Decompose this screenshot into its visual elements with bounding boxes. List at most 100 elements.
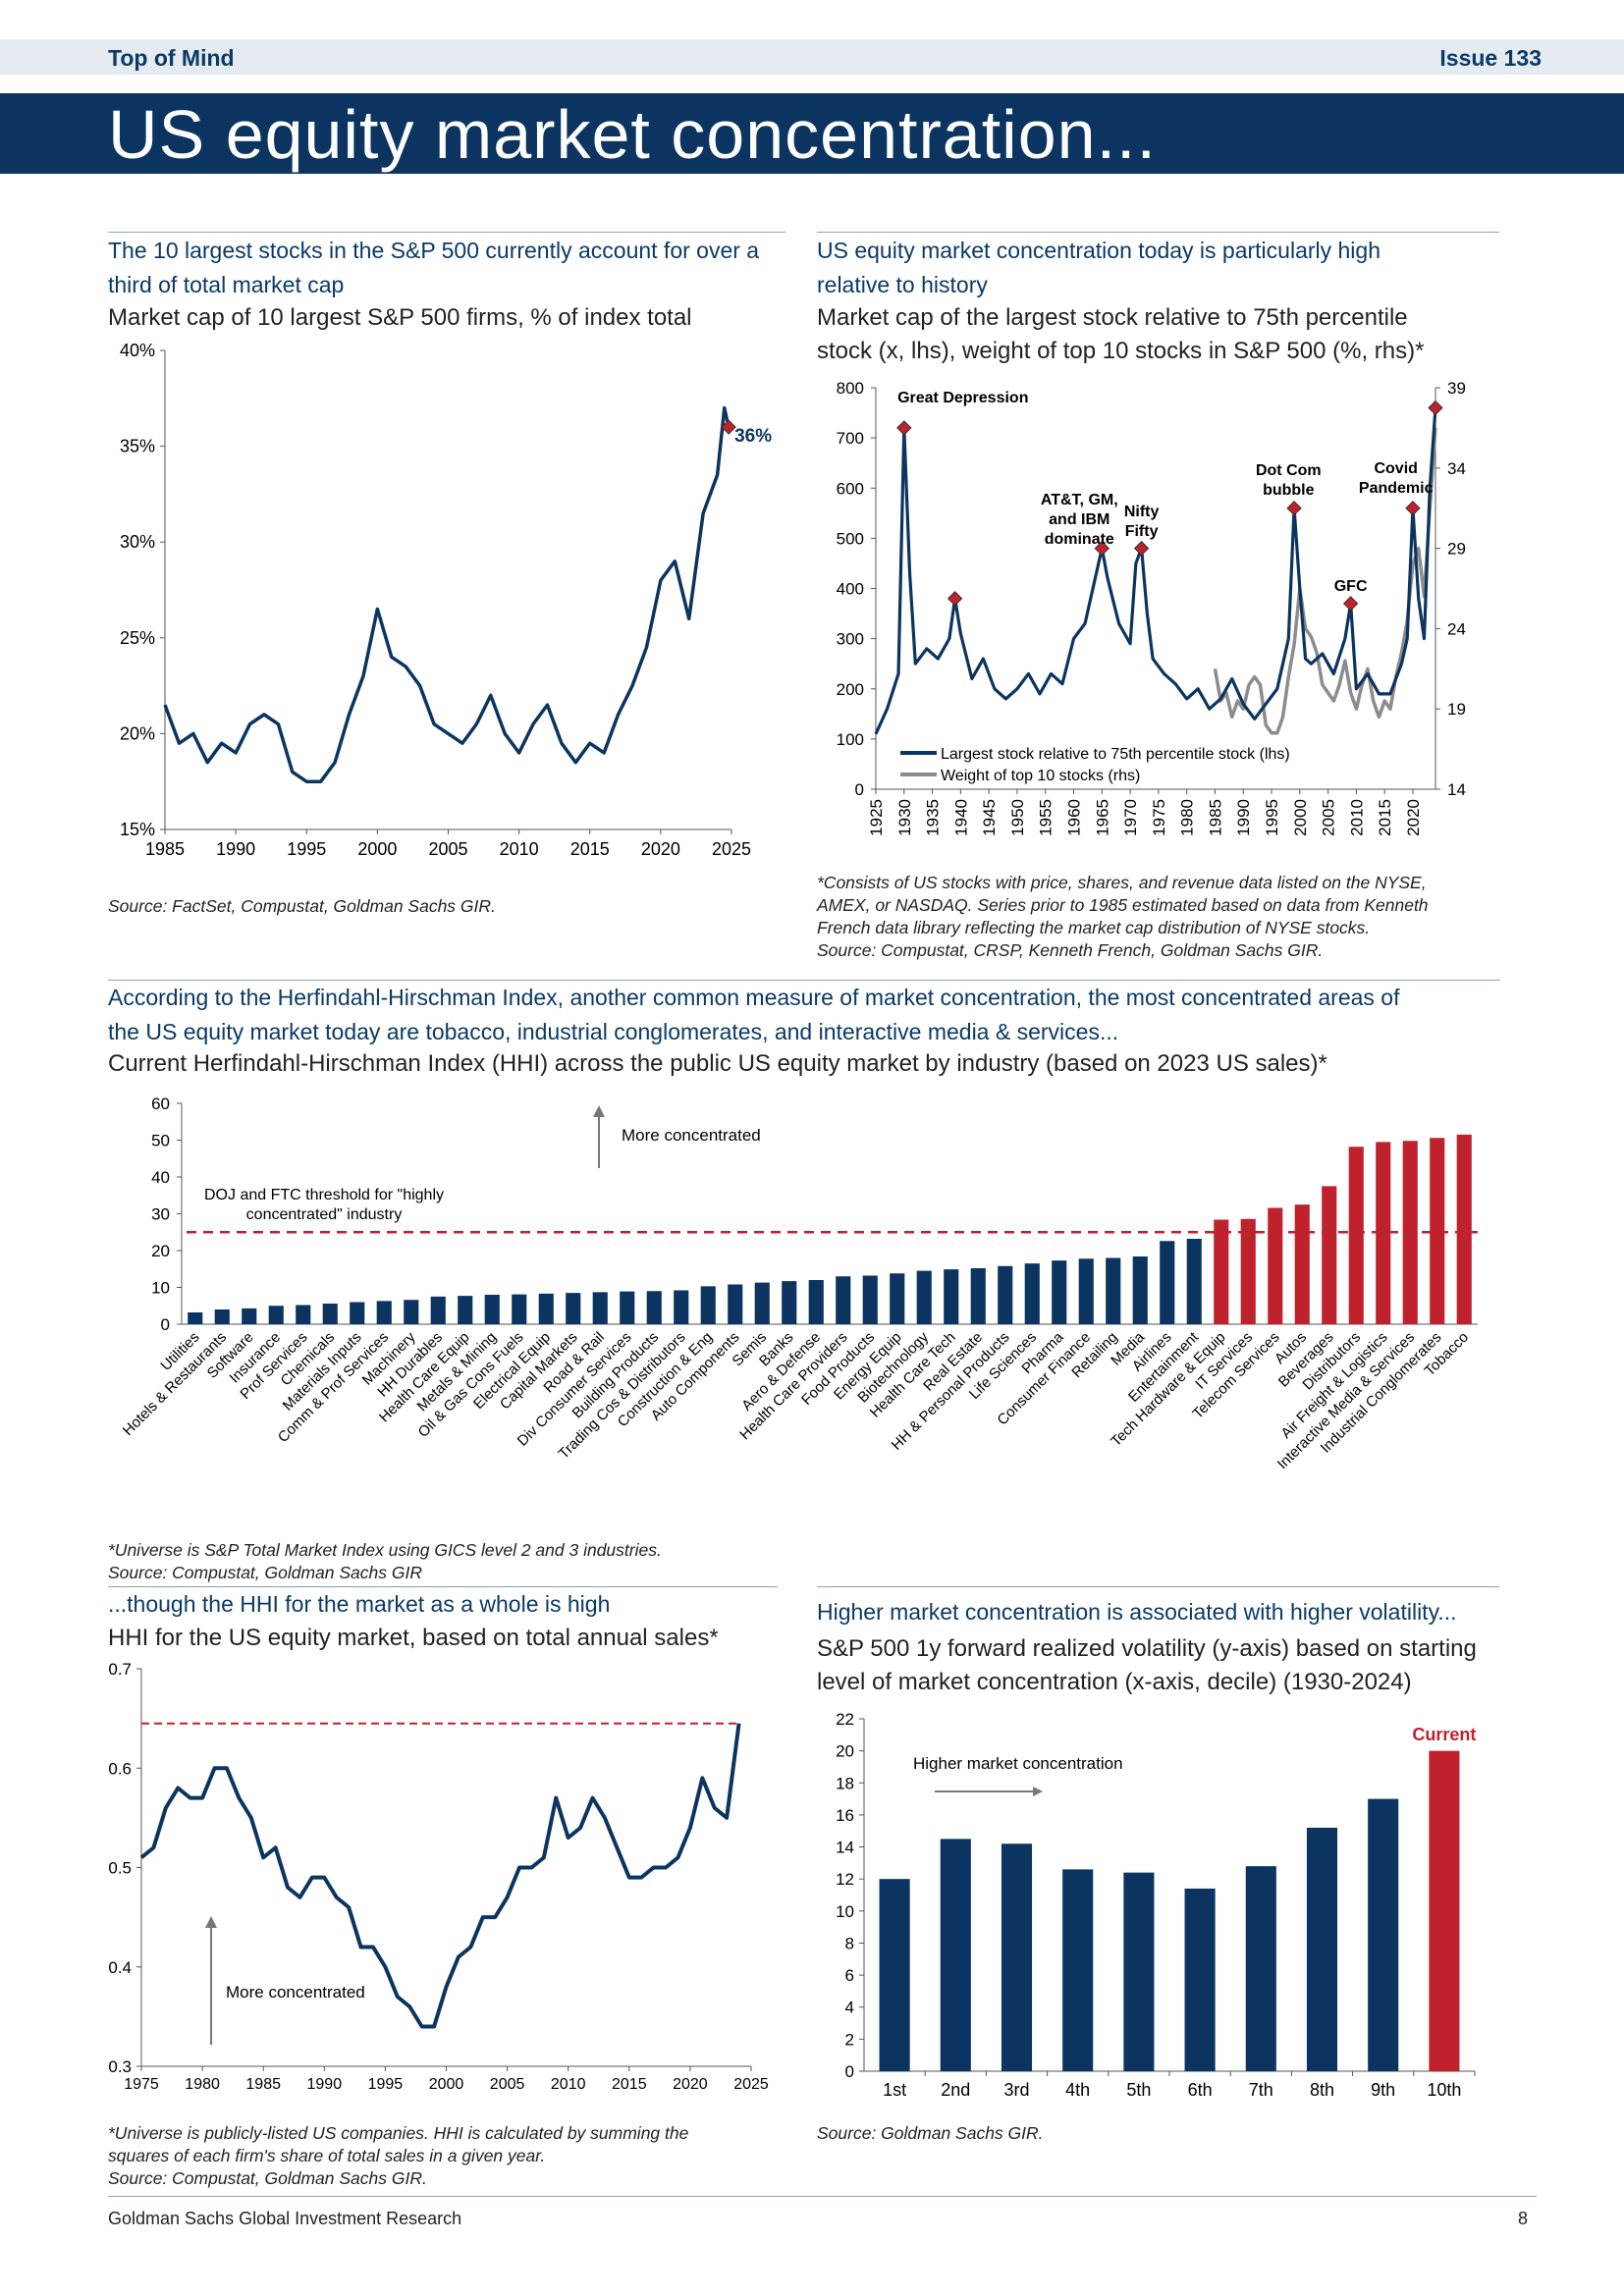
x-tick-label: 1935 — [924, 799, 943, 836]
bar — [998, 1265, 1013, 1324]
bar — [512, 1294, 527, 1324]
bar — [1123, 1872, 1155, 2071]
bar — [1160, 1241, 1175, 1324]
y-tick-label: 25% — [120, 628, 155, 648]
y-tick-label: 0.6 — [108, 1759, 132, 1778]
y-tick-label-left: 700 — [837, 429, 864, 448]
panel2-note-line1: *Consists of US stocks with price, share… — [817, 873, 1427, 892]
panel3-subtitle: Current Herfindahl-Hirschman Index (HHI)… — [108, 1050, 1327, 1077]
bar — [808, 1280, 824, 1324]
panel5-subtitle: S&P 500 1y forward realized volatility (… — [817, 1632, 1477, 1699]
y-tick-label: 50 — [151, 1132, 170, 1150]
current-marker — [721, 419, 736, 435]
x-tick-label: 1945 — [980, 799, 999, 836]
bar — [1052, 1260, 1067, 1324]
panel1-headline-line1: The 10 largest stocks in the S&P 500 cur… — [108, 238, 760, 263]
panel4-note-line3: Source: Compustat, Goldman Sachs GIR. — [108, 2168, 427, 2188]
x-tick-label: 2000 — [429, 2076, 464, 2093]
bar — [944, 1269, 959, 1324]
x-tick-label: 1995 — [368, 2076, 404, 2093]
bar — [538, 1293, 554, 1324]
panel5-rule — [817, 1586, 1499, 1587]
panel4-note-line2: squares of each firm's share of total sa… — [108, 2146, 546, 2165]
y-tick-label: 12 — [836, 1870, 854, 1889]
bar — [1430, 1138, 1445, 1324]
x-tick-label: 1940 — [951, 799, 970, 836]
bar — [782, 1281, 797, 1324]
arrow-label: Higher market concentration — [913, 1754, 1123, 1773]
y-tick-label: 14 — [836, 1839, 854, 1857]
y-tick-label: 2 — [845, 2030, 854, 2049]
y-tick-label-left: 400 — [837, 580, 864, 599]
bar — [322, 1304, 338, 1324]
bar — [620, 1291, 635, 1324]
category-label: 5th — [1126, 2080, 1151, 2100]
chart-hhi-market: 0.3 0.4 0.5 0.6 0.7 1975 1980 1985 1990 1995 2000 2… — [108, 1660, 769, 2093]
bar — [1184, 1888, 1216, 2071]
bar — [1429, 1750, 1460, 2071]
page-number: 8 — [1517, 2209, 1528, 2228]
top-bar: Top of Mind Issue 133 — [0, 39, 1624, 75]
y-tick-label-right: 24 — [1447, 619, 1466, 638]
y-tick-label: 60 — [151, 1095, 170, 1113]
panel3-note: *Universe is S&P Total Market Index usin… — [108, 1539, 662, 1584]
panel2-headline: US equity market concentration today is … — [817, 234, 1380, 302]
panel4-headline: ...though the HHI for the market as a wh… — [108, 1591, 611, 1617]
panel2-headline-line2: relative to history — [817, 272, 988, 297]
x-tick-label: 1985 — [245, 2076, 281, 2093]
current-label: Current — [1412, 1725, 1476, 1744]
annotation-att-gm-ibm: AT&T, GM, — [1041, 492, 1118, 508]
x-tick-label: 1985 — [145, 839, 185, 859]
x-tick-label: 2005 — [490, 2076, 525, 2093]
annotation-covid: Covid — [1374, 460, 1417, 477]
y-tick-label-right: 14 — [1447, 780, 1466, 799]
bar — [242, 1308, 257, 1324]
x-tick-label: 1980 — [1178, 799, 1197, 836]
x-tick-label: 1965 — [1093, 799, 1111, 836]
y-tick-label-right: 39 — [1447, 379, 1466, 398]
panel5-source: Source: Goldman Sachs GIR. — [817, 2123, 1044, 2143]
y-tick-label: 0.5 — [108, 1859, 132, 1878]
x-tick-label: 1975 — [124, 2076, 159, 2093]
y-tick-label: 10 — [836, 1902, 854, 1921]
event-marker — [1094, 540, 1110, 557]
x-tick-label: 2010 — [551, 2076, 586, 2093]
y-tick-label: 30 — [151, 1205, 170, 1224]
category-label: 2nd — [941, 2080, 970, 2100]
panel2-subtitle-line2: stock (x, lhs), weight of top 10 stocks … — [817, 338, 1425, 364]
category-label: 9th — [1371, 2080, 1395, 2100]
bar — [350, 1302, 365, 1324]
bar — [1078, 1258, 1094, 1324]
bar — [728, 1284, 743, 1324]
panel1-rule — [108, 232, 785, 233]
annotation-nifty-fifty: Nifty — [1124, 504, 1160, 520]
y-tick-label: 0.3 — [108, 2057, 132, 2076]
y-tick-label: 8 — [845, 1934, 854, 1952]
x-tick-label: 1970 — [1121, 799, 1140, 836]
panel3-note-line1: *Universe is S&P Total Market Index usin… — [108, 1540, 662, 1560]
y-tick-label: 20 — [836, 1742, 854, 1761]
bar — [376, 1301, 392, 1324]
x-tick-label: 2000 — [357, 839, 397, 859]
bar — [890, 1273, 905, 1324]
title-bar: US equity market concentration... — [0, 93, 1624, 174]
x-tick-label: 2000 — [1291, 799, 1310, 836]
event-marker — [947, 591, 963, 607]
panel4-subtitle: HHI for the US equity market, based on t… — [108, 1625, 719, 1651]
x-tick-label: 1925 — [867, 799, 886, 836]
x-tick-label: 1995 — [287, 839, 326, 859]
category-label: 4th — [1065, 2080, 1090, 2100]
legend-label-weight: Weight of top 10 stocks (rhs) — [941, 768, 1140, 784]
x-tick-label: 1990 — [307, 2076, 343, 2093]
panel2-note-line3: French data library reflecting the marke… — [817, 918, 1371, 937]
panel3-rule — [108, 980, 1500, 981]
bar — [970, 1268, 986, 1324]
panel3-note-line2: Source: Compustat, Goldman Sachs GIR — [108, 1563, 422, 1582]
bar — [296, 1305, 311, 1324]
y-tick-label: 40% — [120, 341, 155, 360]
bar — [674, 1290, 689, 1324]
x-tick-label: 1950 — [1008, 799, 1027, 836]
panel1-source: Source: FactSet, Compustat, Goldman Sach… — [108, 896, 496, 916]
panel2-headline-line1: US equity market concentration today is … — [817, 238, 1381, 263]
